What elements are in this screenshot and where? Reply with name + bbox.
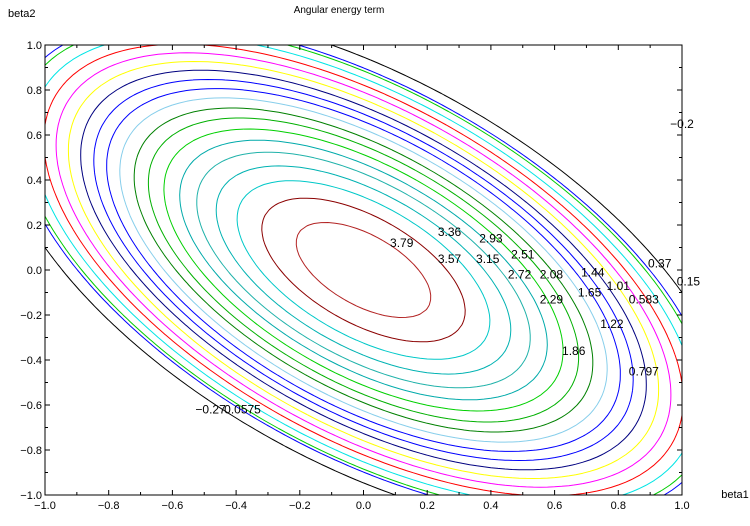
contour-label-11: 1.01 — [607, 279, 631, 293]
contour-label-8: 1.44 — [581, 265, 605, 279]
contour-label-12: 0.37 — [648, 256, 672, 270]
y-tick-label-5: 0.0 — [27, 265, 42, 277]
contour-label-0: 3.79 — [390, 236, 414, 250]
contour-line-1 — [44, 44, 683, 496]
x-tick-label-0: −1.0 — [34, 500, 56, 512]
contour-line-6 — [67, 61, 660, 479]
contour-line-8 — [93, 79, 634, 461]
y-tick-label-7: 0.4 — [27, 175, 42, 187]
y-tick-label-0: −1.0 — [20, 490, 42, 502]
y-tick-label-9: 0.8 — [27, 85, 42, 97]
contour-line-11 — [133, 107, 594, 433]
contour-label-16: 1.86 — [562, 344, 586, 358]
contour-label-10: 1.65 — [578, 286, 602, 300]
contour-line-14 — [179, 139, 548, 401]
contour-line-13 — [163, 128, 564, 412]
contour-line-19 — [295, 222, 432, 318]
contour-label-4: 3.15 — [476, 252, 500, 266]
contour-lines — [44, 44, 683, 496]
contour-label-14: 0.583 — [629, 292, 659, 306]
x-tick-label-9: 0.8 — [611, 500, 626, 512]
y-tick-label-8: 0.6 — [27, 130, 42, 142]
contour-label-17: 0.797 — [629, 364, 659, 378]
contour-label-7: 2.08 — [540, 268, 564, 282]
contour-line-7 — [80, 69, 647, 471]
contour-line-17 — [236, 180, 491, 360]
contour-label-2: 2.93 — [479, 232, 503, 246]
x-tick-label-1: −0.8 — [98, 500, 120, 512]
contour-label-20: 0.0575 — [224, 403, 261, 417]
x-tick-label-5: 0.0 — [356, 500, 371, 512]
x-tick-label-3: −0.4 — [225, 500, 247, 512]
axis-ticks: −1.0 −0.8 −0.6 −0.4 −0.2 0.0 0.2 0.4 0.6 0.8 1.0 −1… — [20, 40, 689, 512]
contour-label-9: 2.29 — [540, 292, 564, 306]
y-tick-label-10: 1.0 — [27, 40, 42, 52]
x-tick-label-7: 0.4 — [483, 500, 498, 512]
x-tick-label-8: 0.6 — [547, 500, 562, 512]
contour-line-0 — [44, 44, 683, 496]
contour-label-15: 1.22 — [600, 317, 624, 331]
y-tick-label-3: −0.4 — [20, 355, 42, 367]
contour-label-6: 2.72 — [508, 268, 532, 282]
chart-title: Angular energy term — [294, 5, 385, 16]
contour-label-5: 2.51 — [511, 247, 535, 261]
contour-line-10 — [119, 97, 608, 443]
contour-label-13: 0.15 — [677, 274, 701, 288]
contour-line-15 — [196, 151, 531, 389]
contour-label-3: 3.57 — [438, 252, 462, 266]
contour-line-2 — [44, 44, 683, 496]
y-tick-label-6: 0.2 — [27, 220, 42, 232]
x-tick-label-2: −0.6 — [162, 500, 184, 512]
y-tick-label-2: −0.6 — [20, 400, 42, 412]
contour-label-19: −0.27 — [195, 403, 226, 417]
y-tick-label-4: −0.2 — [20, 310, 42, 322]
x-tick-label-6: 0.2 — [420, 500, 435, 512]
y-tick-label-1: −0.8 — [20, 445, 42, 457]
contour-line-3 — [44, 44, 683, 496]
contour-line-18 — [261, 197, 466, 343]
contour-labels: 3.79 3.36 2.93 3.57 3.15 2.51 2.72 2.08 1.44 2.29… — [195, 117, 700, 417]
x-tick-label-10: 1.0 — [674, 500, 689, 512]
contour-line-9 — [106, 88, 621, 452]
contour-line-5 — [55, 52, 672, 488]
contour-label-18: −0.2 — [670, 117, 694, 131]
contour-line-4 — [44, 44, 683, 496]
x-axis-label: beta1 — [721, 489, 749, 501]
contour-label-1: 3.36 — [438, 225, 462, 239]
contour-line-16 — [215, 165, 512, 375]
contour-line-12 — [147, 117, 580, 423]
x-tick-label-4: −0.2 — [289, 500, 311, 512]
y-axis-label: beta2 — [8, 8, 36, 20]
